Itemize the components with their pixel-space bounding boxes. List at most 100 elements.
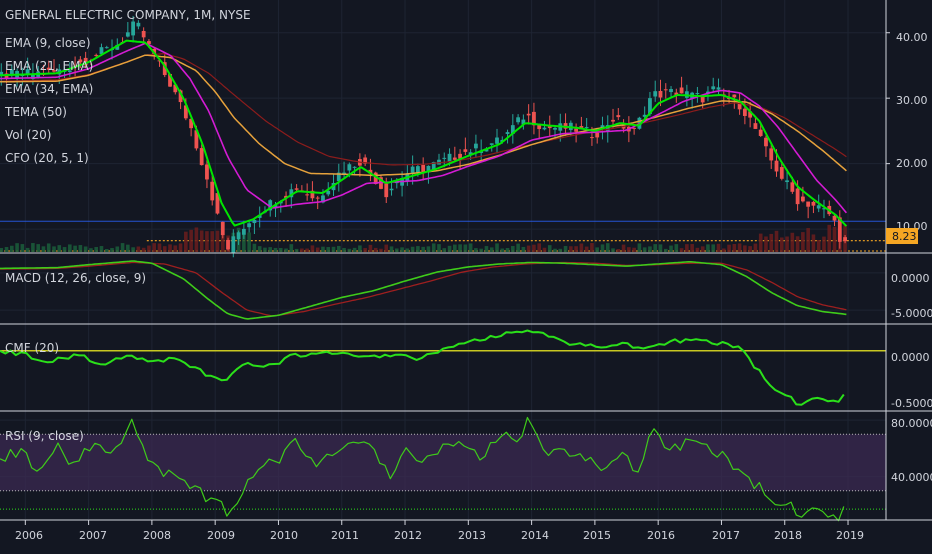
volume-bar <box>679 248 684 252</box>
volume-bar <box>590 243 594 252</box>
x-tick-2009: 2009 <box>207 529 235 542</box>
legend-ema9: EMA (9, close) <box>5 36 91 50</box>
volume-bar <box>779 237 784 252</box>
candle-body <box>236 232 241 240</box>
volume-bar <box>663 248 668 252</box>
volume-bar <box>252 243 257 252</box>
candle-body <box>590 137 594 139</box>
volume-bar <box>495 243 499 252</box>
volume-bar <box>120 243 125 252</box>
candle-body <box>642 114 647 117</box>
volume-bar <box>563 246 568 252</box>
price-tick-20: 20.00 <box>896 157 928 170</box>
volume-bar <box>553 248 557 252</box>
volume-bar <box>479 248 483 252</box>
volume-bar <box>83 246 88 252</box>
volume-bar <box>305 248 309 252</box>
candle-body <box>363 157 368 164</box>
volume-bar <box>300 248 304 252</box>
candle-body <box>742 108 747 116</box>
candle-body <box>811 201 816 206</box>
candle-body <box>653 91 658 97</box>
candle-body <box>178 90 183 103</box>
volume-bar <box>447 245 452 252</box>
candle-body <box>711 86 716 90</box>
candle-body <box>458 153 462 159</box>
volume-bar <box>36 244 40 252</box>
candle-body <box>579 126 584 128</box>
candle-body <box>442 157 447 159</box>
cmf-tick-0: 0.0000 <box>891 351 930 364</box>
volume-bar <box>458 244 462 252</box>
candle-body <box>289 189 294 198</box>
volume-bar <box>442 248 447 252</box>
candle-body <box>231 236 236 253</box>
volume-bar <box>795 236 800 252</box>
candle-body <box>769 148 774 161</box>
volume-bar <box>437 244 441 252</box>
volume-bar <box>547 245 552 252</box>
candle-body <box>510 125 515 134</box>
candle-body <box>326 190 331 195</box>
candle-body <box>9 69 14 76</box>
volume-bar <box>700 246 705 252</box>
volume-bar <box>263 247 267 252</box>
candle-body <box>426 165 431 173</box>
candle-body <box>700 96 705 103</box>
volume-bar <box>785 236 789 252</box>
volume-bar <box>658 244 663 252</box>
volume-bar <box>579 243 584 252</box>
candle-body <box>210 181 215 201</box>
candle-body <box>336 172 341 182</box>
volume-bar <box>511 246 515 252</box>
chart-title: GENERAL ELECTRIC COMPANY, 1M, NYSE <box>5 8 251 22</box>
volume-bar <box>104 248 109 252</box>
volume-bar <box>711 244 716 252</box>
candle-body <box>268 200 273 211</box>
candle-body <box>785 180 789 183</box>
volume-bar <box>379 248 383 252</box>
candle-body <box>294 188 299 190</box>
volume-bar <box>695 247 700 252</box>
volume-bar <box>474 248 478 252</box>
volume-bar <box>395 248 399 252</box>
last-price-label: 8.23 <box>892 230 917 243</box>
legend-volume: Vol (20) <box>5 128 51 142</box>
volume-bar <box>20 244 25 252</box>
volume-bar <box>141 247 146 252</box>
candle-body <box>315 197 320 199</box>
candle-body <box>658 90 663 98</box>
ema21-line <box>0 42 848 214</box>
volume-bar <box>205 231 209 252</box>
candle-body <box>241 228 246 235</box>
volume-bar <box>616 248 621 252</box>
volume-bar <box>732 243 737 252</box>
volume-bar <box>173 245 178 252</box>
rsi-label: RSI (9, close) <box>5 429 84 443</box>
volume-bar <box>199 230 204 252</box>
volume-bar <box>574 246 578 252</box>
macd-line <box>0 260 847 320</box>
volume-bar <box>110 248 114 252</box>
volume-bar <box>400 247 404 252</box>
x-tick-2013: 2013 <box>458 529 486 542</box>
volume-bar <box>421 246 425 252</box>
volume-bar <box>115 246 120 252</box>
candle-body <box>183 105 188 119</box>
volume-bar <box>569 246 573 252</box>
volume-bar <box>500 248 505 252</box>
volume-bar <box>89 248 93 252</box>
candle-body <box>252 219 257 224</box>
x-tick-2014: 2014 <box>521 529 549 542</box>
volume-bar <box>315 247 320 252</box>
cmf-tick-05: -0.5000 <box>891 397 932 410</box>
volume-bar <box>605 243 610 252</box>
volume-bar <box>15 243 19 252</box>
candle-body <box>410 166 415 173</box>
x-tick-2008: 2008 <box>143 529 171 542</box>
legend-ema21: EMA (21, EMA) <box>5 59 93 73</box>
volume-bar <box>806 228 810 252</box>
x-tick-2011: 2011 <box>331 529 359 542</box>
separator-layer <box>0 252 932 521</box>
